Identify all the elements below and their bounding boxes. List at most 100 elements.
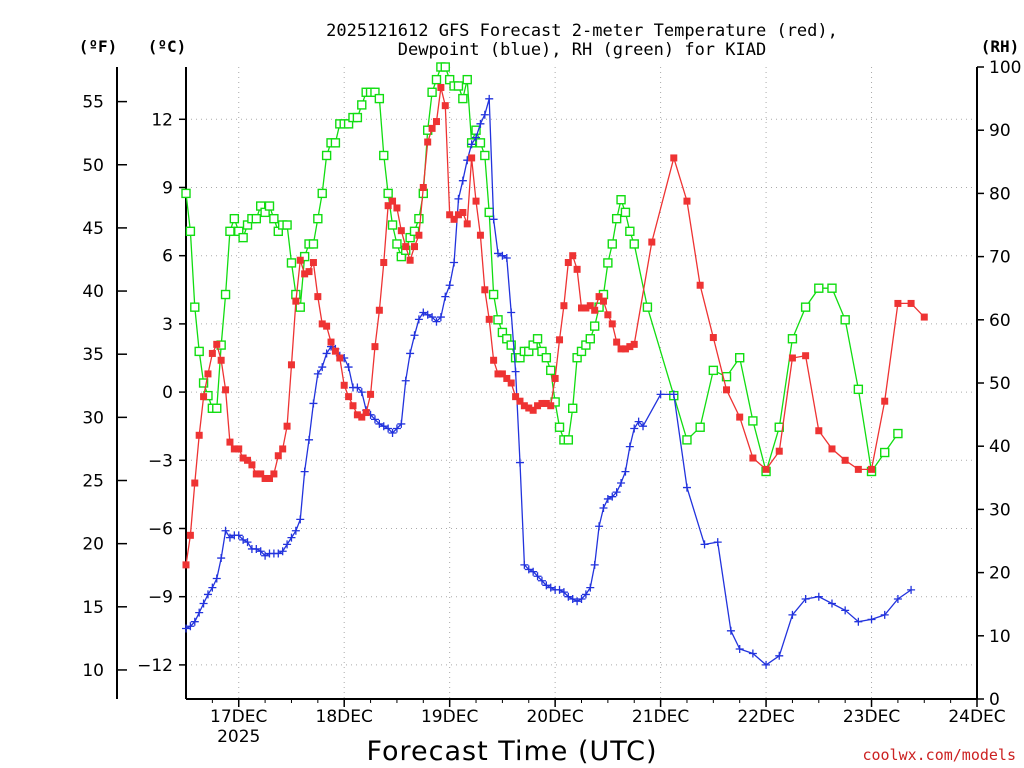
rh-point xyxy=(748,416,758,426)
temperature-point xyxy=(204,370,212,378)
dewpoint-point xyxy=(590,560,599,569)
series-layer xyxy=(181,62,928,669)
dewpoint-point xyxy=(239,535,248,544)
dewpoint-point xyxy=(586,583,595,592)
temperature-point xyxy=(608,320,616,328)
rh-line xyxy=(185,66,899,474)
temperature-point xyxy=(415,231,423,239)
dewpoint-point xyxy=(489,215,498,224)
dewpoint-point xyxy=(432,317,441,326)
dewpoint-point xyxy=(208,583,217,592)
dewpoint-point xyxy=(775,651,784,660)
dewpoint-point xyxy=(480,110,489,119)
temperature-point xyxy=(599,297,607,305)
dewpoint-point xyxy=(392,424,401,433)
dewpoint-point xyxy=(217,554,226,563)
dewpoint-point xyxy=(669,390,678,399)
dewpoint-point xyxy=(199,599,208,608)
dewpoint-point xyxy=(186,622,195,631)
dewpoint-point xyxy=(581,590,590,599)
temperature-point xyxy=(472,197,480,205)
dewpoint-point xyxy=(414,315,423,324)
dewpoint-point xyxy=(608,492,617,501)
temperature-point xyxy=(186,531,194,539)
dewpoint-point xyxy=(573,597,582,606)
dewpoint-point xyxy=(700,540,709,549)
dewpoint-point xyxy=(182,624,190,633)
temperature-point xyxy=(279,445,287,453)
temperature-point xyxy=(630,340,638,348)
dewpoint-point xyxy=(313,369,322,378)
rh-point xyxy=(541,353,552,363)
rh-point xyxy=(357,100,367,110)
temperature-point xyxy=(371,343,379,351)
temperature-point xyxy=(490,356,498,364)
temperature-point xyxy=(402,243,410,251)
rh-tick-label: 30 xyxy=(989,500,1011,520)
rh-point xyxy=(238,232,248,243)
temperature-point xyxy=(591,306,599,314)
temperature-point xyxy=(670,154,678,162)
dewpoint-point xyxy=(880,610,889,619)
rh-point xyxy=(313,213,323,224)
temperature-point xyxy=(564,259,572,267)
dewpoint-point xyxy=(410,331,419,340)
temperature-point xyxy=(397,227,405,235)
rh-point xyxy=(190,302,200,312)
temperature-point xyxy=(503,374,511,382)
temperature-point xyxy=(226,438,234,446)
dewpoint-point xyxy=(617,479,626,488)
dewpoint-point xyxy=(195,608,204,617)
rh-point xyxy=(453,81,464,91)
temperature-point xyxy=(604,311,612,319)
rh-point xyxy=(721,371,732,382)
rh-point xyxy=(286,258,297,268)
rh-point xyxy=(194,346,204,357)
dewpoint-point xyxy=(291,526,300,535)
x-tick-label: 23DEC xyxy=(843,707,900,727)
temperature-point xyxy=(626,343,634,351)
temperature-point xyxy=(353,411,361,419)
rh-point xyxy=(625,226,635,237)
dewpoint-point xyxy=(441,292,450,301)
dewpoint-point xyxy=(458,176,467,185)
rh-point xyxy=(392,239,402,249)
temperature-point xyxy=(459,208,467,216)
dewpoint-point xyxy=(243,538,252,547)
temperature-point xyxy=(411,243,419,251)
rh-point xyxy=(317,188,327,199)
temperature-point xyxy=(775,447,783,455)
dewpoint-point xyxy=(225,533,234,542)
x-axis-title: Forecast Time (UTC) xyxy=(366,736,657,767)
chart-title-line2: Dewpoint (blue), RH (green) for KIAD xyxy=(398,40,766,60)
celsius-axis-label: (ºC) xyxy=(148,37,187,56)
temperature-point xyxy=(573,265,581,273)
dewpoint-point xyxy=(801,594,810,603)
dewpoint-point xyxy=(726,626,735,635)
dewpoint-point xyxy=(507,308,516,317)
temperature-point xyxy=(375,306,383,314)
dewpoint-point xyxy=(309,399,318,408)
dewpoint-point xyxy=(436,313,445,322)
dewpoint-point xyxy=(379,422,388,431)
dewpoint-point xyxy=(190,617,199,626)
temperature-point xyxy=(894,299,902,307)
temperature-point xyxy=(578,304,585,312)
dewpoint-point xyxy=(278,547,287,556)
fahrenheit-tick-label: 55 xyxy=(82,93,104,113)
temperature-point xyxy=(336,354,344,362)
fahrenheit-tick-label: 50 xyxy=(82,156,104,176)
dewpoint-point xyxy=(406,349,415,358)
dewpoint-point xyxy=(515,458,524,467)
rh-point xyxy=(800,302,811,312)
temperature-point xyxy=(340,381,348,389)
temperature-point xyxy=(749,454,757,462)
dewpoint-point xyxy=(748,649,757,658)
dewpoint-point xyxy=(599,504,608,513)
temperature-point xyxy=(454,211,462,219)
dewpoint-point xyxy=(524,565,533,574)
temperature-point xyxy=(569,252,577,260)
rh-point xyxy=(458,93,468,104)
rh-point xyxy=(787,334,798,344)
